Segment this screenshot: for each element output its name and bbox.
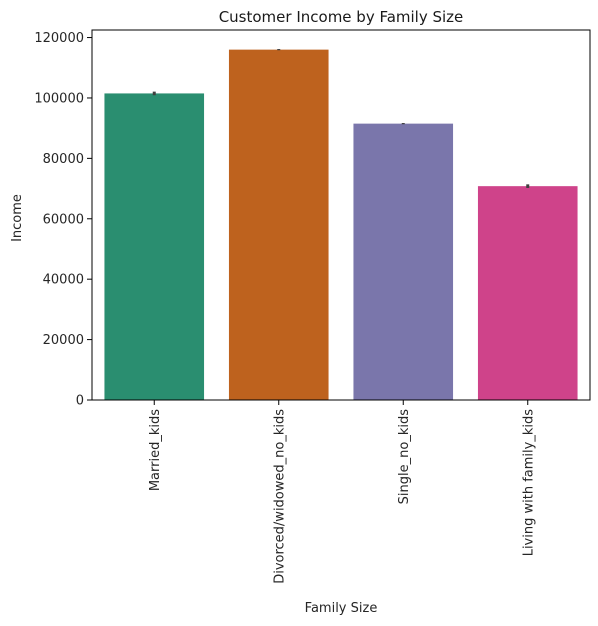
y-tick-label: 20000 xyxy=(43,333,84,348)
bar xyxy=(477,186,578,400)
bar xyxy=(228,49,329,400)
y-tick-label: 0 xyxy=(76,394,84,409)
x-axis: Married_kids Divorced/widowed_no_kids Sing… xyxy=(148,400,536,584)
y-axis-title: Income xyxy=(10,194,25,242)
x-axis-title: Family Size xyxy=(305,601,378,616)
y-tick-label: 100000 xyxy=(34,91,84,106)
x-tick-label: Divorced/widowed_no_kids xyxy=(272,409,287,584)
plot-area xyxy=(91,29,591,401)
y-tick-label: 40000 xyxy=(43,273,84,288)
x-tick-label: Single_no_kids xyxy=(397,409,412,505)
chart-title: Customer Income by Family Size xyxy=(219,8,464,26)
plot-frame xyxy=(91,29,591,401)
bar xyxy=(353,123,454,400)
bar xyxy=(104,93,205,400)
y-axis: 0 20000 40000 60000 80000 100000 120000 xyxy=(34,31,92,409)
y-tick-label: 120000 xyxy=(34,31,84,46)
y-tick-label: 60000 xyxy=(43,212,84,227)
x-tick-label: Living with family_kids xyxy=(521,409,536,557)
x-tick-label: Married_kids xyxy=(148,409,163,491)
y-tick-label: 80000 xyxy=(43,152,84,167)
